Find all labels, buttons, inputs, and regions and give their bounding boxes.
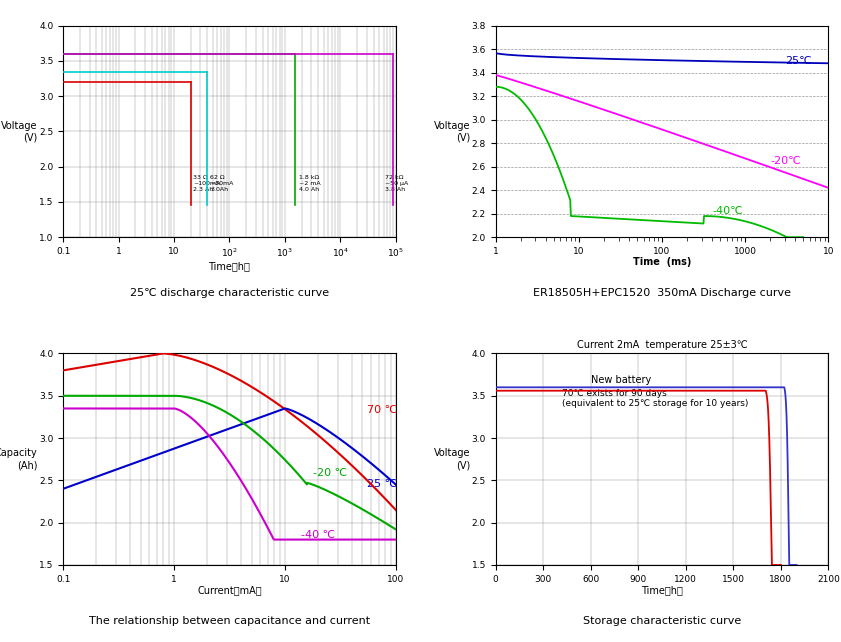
X-axis label: Time（h）: Time（h）	[209, 261, 251, 271]
Y-axis label: Voltage
(V): Voltage (V)	[434, 448, 470, 470]
Text: -40 ℃: -40 ℃	[301, 530, 336, 540]
Text: 25℃: 25℃	[785, 56, 812, 67]
Text: -20℃: -20℃	[770, 156, 801, 166]
Text: 72 kΩ
~50 μA
3.8 Ah: 72 kΩ ~50 μA 3.8 Ah	[385, 175, 409, 192]
Text: 70℃ exists for 90 days
(equivalent to 25℃ storage for 10 years): 70℃ exists for 90 days (equivalent to 25…	[562, 388, 748, 408]
Text: -20 ℃: -20 ℃	[313, 468, 347, 478]
Text: 70 ℃: 70 ℃	[367, 404, 397, 415]
Title: Current 2mA  temperature 25±3℃: Current 2mA temperature 25±3℃	[577, 340, 748, 350]
Text: 33 Ω
~100mA
2.3 Ah: 33 Ω ~100mA 2.3 Ah	[193, 175, 220, 192]
Text: New battery: New battery	[590, 375, 651, 385]
Y-axis label: Voltage
(V): Voltage (V)	[434, 121, 470, 143]
Text: 62 Ω
~50mA
3.0Ah: 62 Ω ~50mA 3.0Ah	[210, 175, 234, 192]
X-axis label: Time（h）: Time（h）	[641, 585, 683, 595]
Text: The relationship between capacitance and current: The relationship between capacitance and…	[89, 616, 370, 626]
Text: 25 ℃: 25 ℃	[367, 479, 397, 489]
X-axis label: Current（mA）: Current（mA）	[197, 585, 262, 595]
Y-axis label: Voltage
(V): Voltage (V)	[1, 121, 38, 143]
Text: -40℃: -40℃	[712, 205, 743, 216]
Text: ER18505H+EPC1520  350mA Discharge curve: ER18505H+EPC1520 350mA Discharge curve	[533, 288, 791, 299]
X-axis label: Time  (ms): Time (ms)	[632, 257, 691, 267]
Text: 25℃ discharge characteristic curve: 25℃ discharge characteristic curve	[130, 288, 329, 299]
Text: 1.8 kΩ
~2 mA
4.0 Ah: 1.8 kΩ ~2 mA 4.0 Ah	[299, 175, 320, 192]
Text: Storage characteristic curve: Storage characteristic curve	[583, 616, 741, 626]
Y-axis label: Capacity
(Ah): Capacity (Ah)	[0, 448, 38, 470]
